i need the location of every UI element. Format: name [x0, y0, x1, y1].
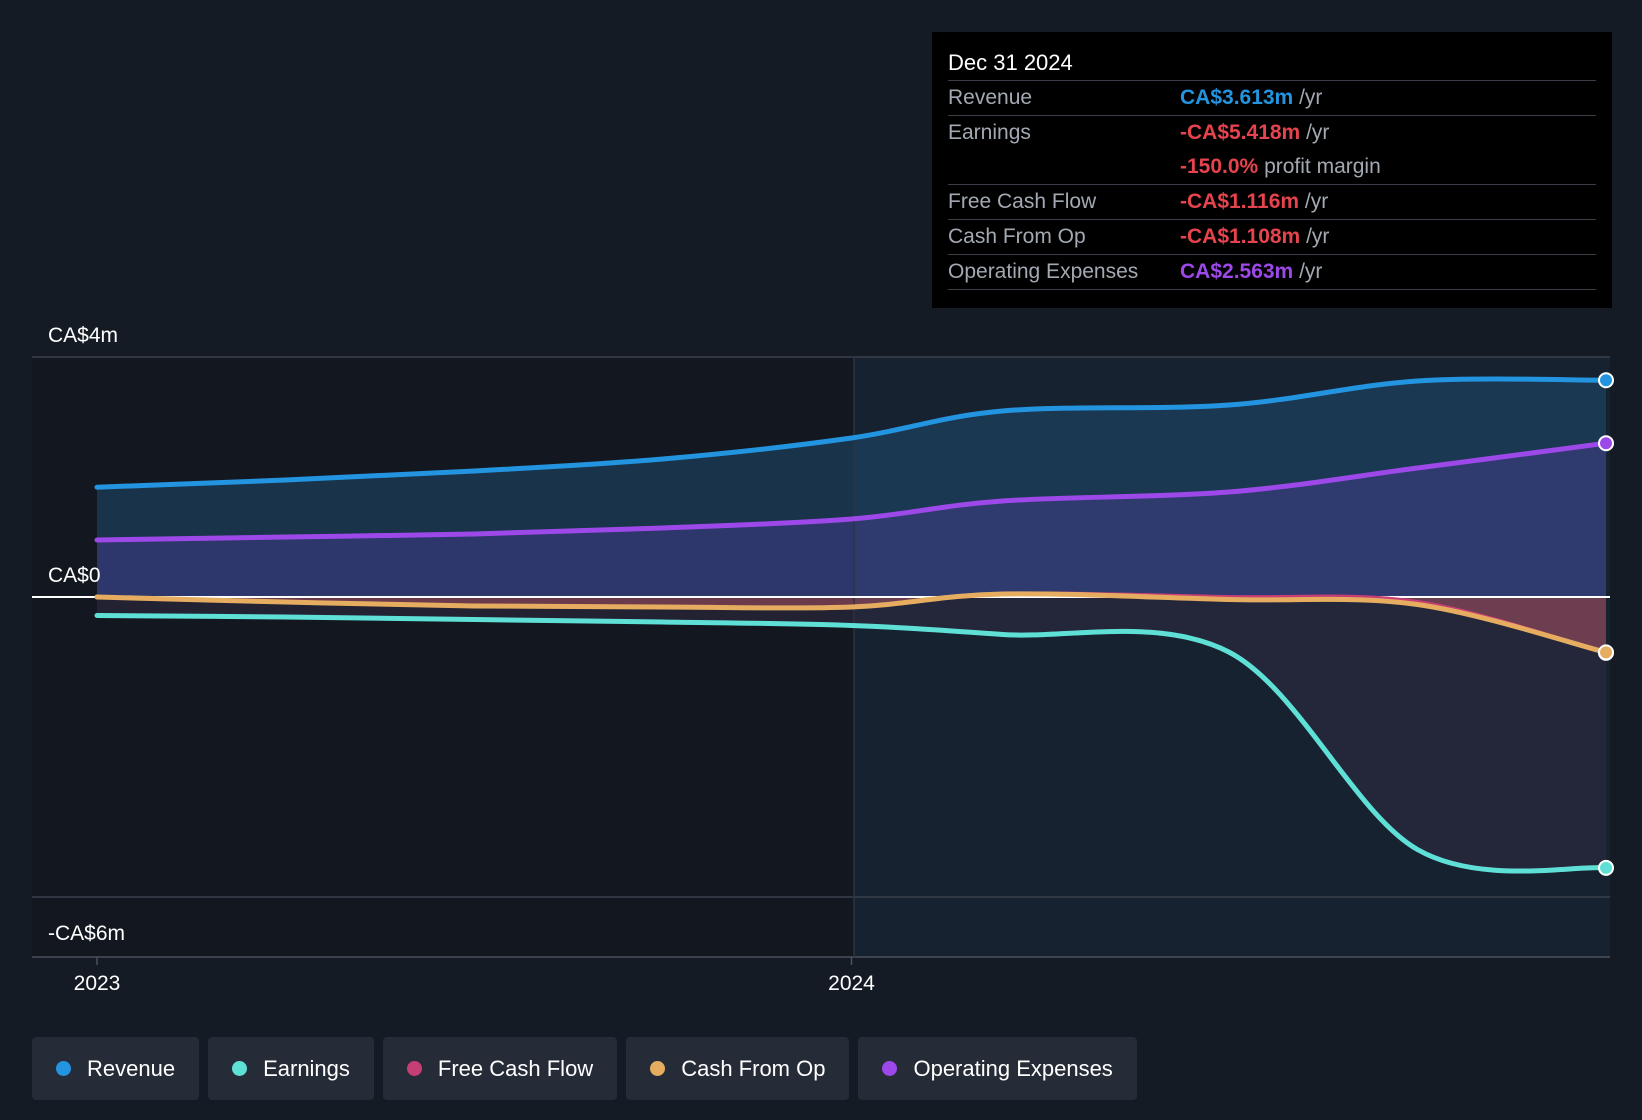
tooltip-panel: Dec 31 2024 Revenue CA$3.613m /yr Earnin… — [932, 32, 1612, 308]
legend-dot-icon — [56, 1061, 71, 1076]
tooltip-row-operating-expenses: Operating Expenses CA$2.563m /yr — [948, 255, 1596, 290]
endpoint-earnings — [1598, 859, 1614, 876]
tooltip-label: Earnings — [948, 121, 1031, 144]
legend-label: Operating Expenses — [913, 1055, 1113, 1081]
past-region — [32, 357, 854, 957]
legend-dot-icon — [406, 1061, 422, 1076]
tooltip-value: -CA$1.116m — [1180, 190, 1300, 213]
area-earnings — [97, 597, 1606, 872]
line-cash-from-op — [94, 591, 1609, 655]
tooltip-unit: /yr — [1306, 121, 1330, 144]
tooltip-row-revenue: Revenue CA$3.613m /yr — [948, 81, 1596, 116]
tooltip-row-earnings: Earnings -CA$5.418m /yr -150.0% profit m… — [948, 116, 1596, 185]
tooltip-unit: /yr — [1299, 86, 1323, 109]
legend-dot-icon — [650, 1061, 666, 1076]
tooltip-label: Free Cash Flow — [948, 190, 1097, 213]
y-tick-label: CA$0 — [48, 564, 101, 587]
x-tick-label: 2024 — [828, 972, 875, 995]
series-lines — [94, 376, 1609, 874]
legend-item-cash-from-op[interactable]: Cash From Op — [626, 1037, 850, 1100]
y-tick-label: -CA$6m — [48, 922, 125, 945]
legend-item-revenue[interactable]: Revenue — [32, 1037, 200, 1100]
legend-item-free-cash-flow[interactable]: Free Cash Flow — [382, 1037, 618, 1100]
legend-label: Cash From Op — [681, 1055, 826, 1081]
legend: Revenue Earnings Free Cash Flow Cash Fro… — [32, 1037, 1137, 1100]
line-revenue — [94, 376, 1609, 490]
x-axis-labels: 2023 2024 — [74, 957, 875, 995]
tooltip-label: Revenue — [948, 86, 1033, 109]
tooltip-row-free-cash-flow: Free Cash Flow -CA$1.116m /yr — [948, 185, 1596, 220]
y-tick-label: CA$4m — [48, 324, 118, 347]
grid-lines — [32, 356, 1610, 958]
tooltip-value: -CA$1.108m — [1180, 225, 1301, 248]
tooltip-margin-value: -150.0% — [1180, 155, 1259, 178]
tooltip-label: Cash From Op — [948, 225, 1086, 248]
tooltip-value: CA$2.563m — [1180, 260, 1294, 283]
endpoint-operating-expenses — [1598, 435, 1614, 452]
tooltip-unit: /yr — [1306, 225, 1330, 248]
tooltip-row-cash-from-op: Cash From Op -CA$1.108m /yr — [948, 220, 1596, 255]
legend-label: Free Cash Flow — [437, 1055, 594, 1081]
series-endpoints — [1598, 372, 1614, 876]
legend-label: Earnings — [263, 1055, 350, 1081]
y-axis-labels: CA$4m CA$0 -CA$6m — [48, 324, 125, 945]
legend-dot-icon — [232, 1061, 248, 1076]
x-tick-label: 2023 — [74, 972, 121, 995]
tooltip-unit: /yr — [1304, 190, 1329, 213]
line-earnings — [94, 613, 1609, 874]
legend-item-operating-expenses[interactable]: Operating Expenses — [858, 1037, 1137, 1100]
tooltip-margin-unit: profit margin — [1264, 155, 1381, 178]
tooltip-value: CA$3.613m — [1180, 86, 1294, 109]
endpoint-revenue — [1598, 372, 1614, 389]
tooltip-value: -CA$5.418m — [1180, 121, 1301, 144]
tooltip-unit: /yr — [1299, 260, 1323, 283]
legend-item-earnings[interactable]: Earnings — [208, 1037, 374, 1100]
tooltip-date: Dec 31 2024 — [948, 46, 1596, 81]
legend-label: Revenue — [87, 1055, 176, 1081]
endpoint-cash-from-op — [1598, 644, 1614, 661]
line-operating-expenses — [94, 440, 1609, 543]
area-revenue — [97, 378, 1606, 597]
legend-dot-icon — [882, 1061, 898, 1076]
tooltip-label: Operating Expenses — [948, 260, 1139, 283]
